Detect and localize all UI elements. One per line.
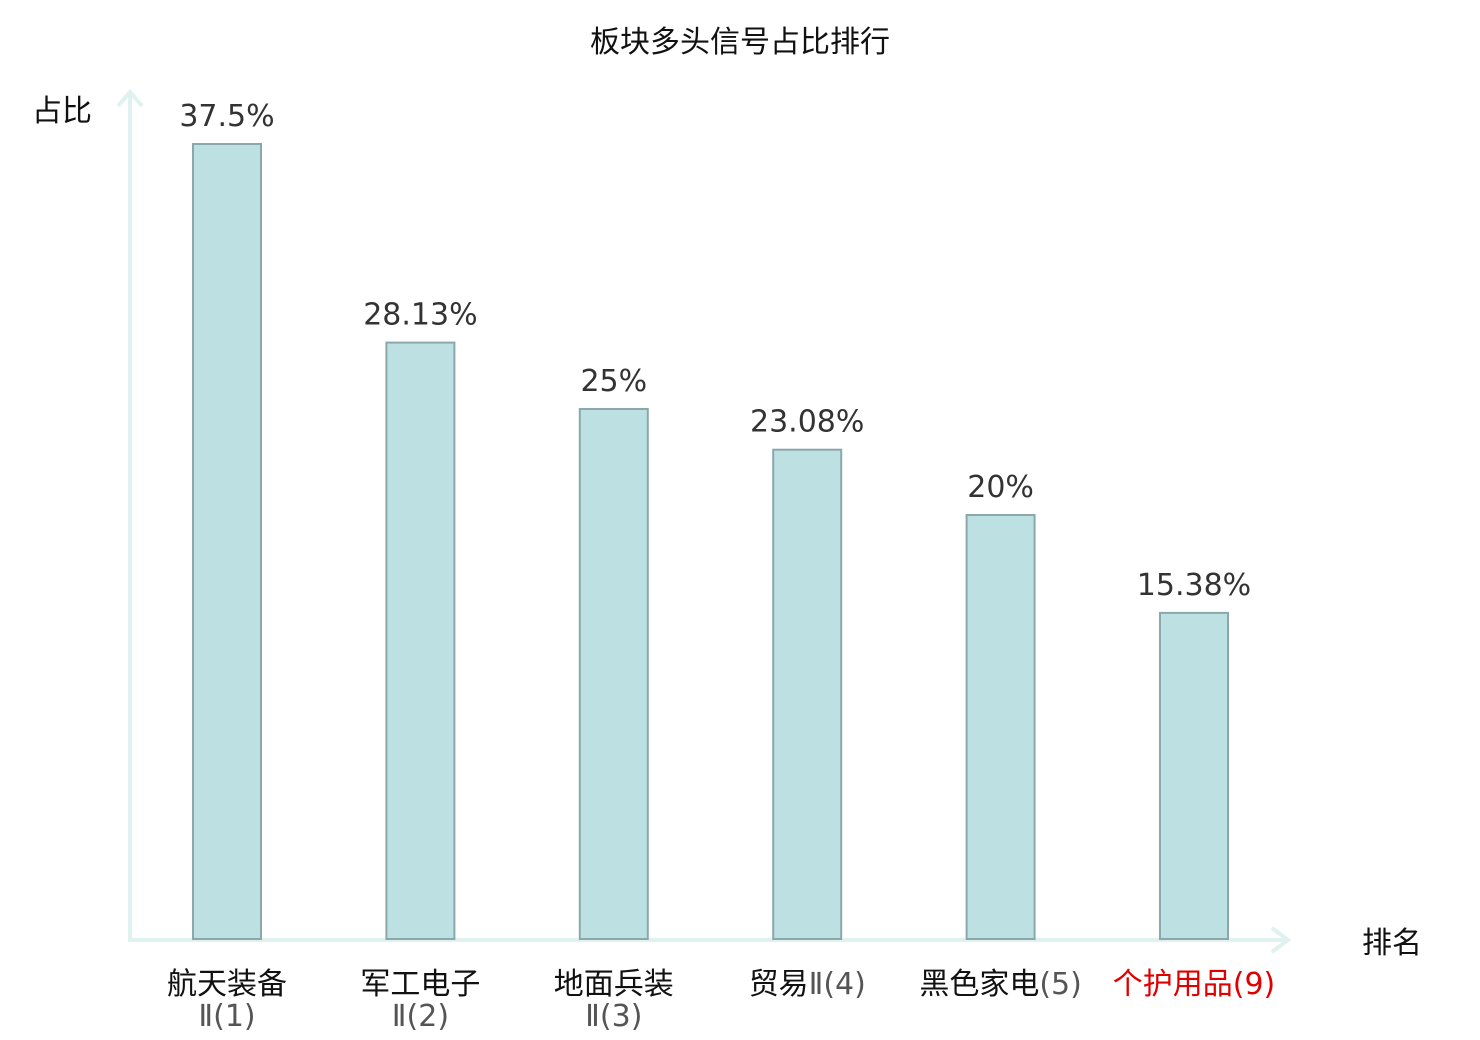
category-suffix: Ⅱ(2) xyxy=(392,999,449,1034)
category-name: 黑色家电 xyxy=(919,967,1039,1002)
category-name: 地面兵装 xyxy=(554,967,674,1002)
category-name: 军工电子 xyxy=(360,967,480,1002)
category-name: 贸易 xyxy=(749,967,809,1002)
category-suffix: (5) xyxy=(1039,967,1082,1002)
y-axis-arrow xyxy=(116,88,144,108)
bars-group xyxy=(192,143,1229,941)
category-suffix: Ⅱ(4) xyxy=(809,967,866,1002)
category-label-4: 贸易Ⅱ(4) xyxy=(749,967,866,1002)
bar-2 xyxy=(385,341,456,941)
bar-5 xyxy=(965,514,1036,940)
category-label-3: 地面兵装 Ⅱ(3) xyxy=(554,967,674,1034)
bar-1 xyxy=(192,143,262,940)
bar-6 xyxy=(1159,611,1229,941)
x-axis-label: 排名 xyxy=(1362,926,1422,961)
value-label-1: 37.5% xyxy=(179,99,274,134)
value-label-6: 15.38% xyxy=(1137,568,1251,603)
category-label-6: 个护用品(9) xyxy=(1113,967,1276,1002)
value-label-2: 28.13% xyxy=(363,298,477,333)
category-label-2: 军工电子 Ⅱ(2) xyxy=(360,967,480,1034)
value-labels-group: 37.5% 28.13% 25% 23.08% 20% 15.38% xyxy=(179,99,1251,603)
value-label-4: 23.08% xyxy=(750,405,864,440)
category-suffix: Ⅱ(3) xyxy=(585,999,642,1034)
category-label-1: 航天装备 Ⅱ(1) xyxy=(167,967,287,1034)
category-suffix: Ⅱ(1) xyxy=(198,999,255,1034)
category-suffix: (9) xyxy=(1233,967,1276,1002)
category-label-5: 黑色家电(5) xyxy=(919,967,1082,1002)
category-name: 航天装备 xyxy=(167,967,287,1002)
bar-3 xyxy=(578,408,649,940)
chart-title: 板块多头信号占比排行 xyxy=(590,25,890,60)
x-axis-arrow xyxy=(1270,926,1292,954)
value-label-3: 25% xyxy=(580,364,647,399)
y-axis-label: 占比 xyxy=(32,94,92,129)
category-name: 个护用品 xyxy=(1113,967,1233,1002)
value-label-5: 20% xyxy=(967,470,1034,505)
bar-4 xyxy=(772,448,843,940)
category-labels-group: 航天装备 Ⅱ(1) 军工电子 Ⅱ(2) 地面兵装 Ⅱ(3) 贸易Ⅱ(4) 黑色家电(5) 个护用… xyxy=(167,967,1275,1034)
